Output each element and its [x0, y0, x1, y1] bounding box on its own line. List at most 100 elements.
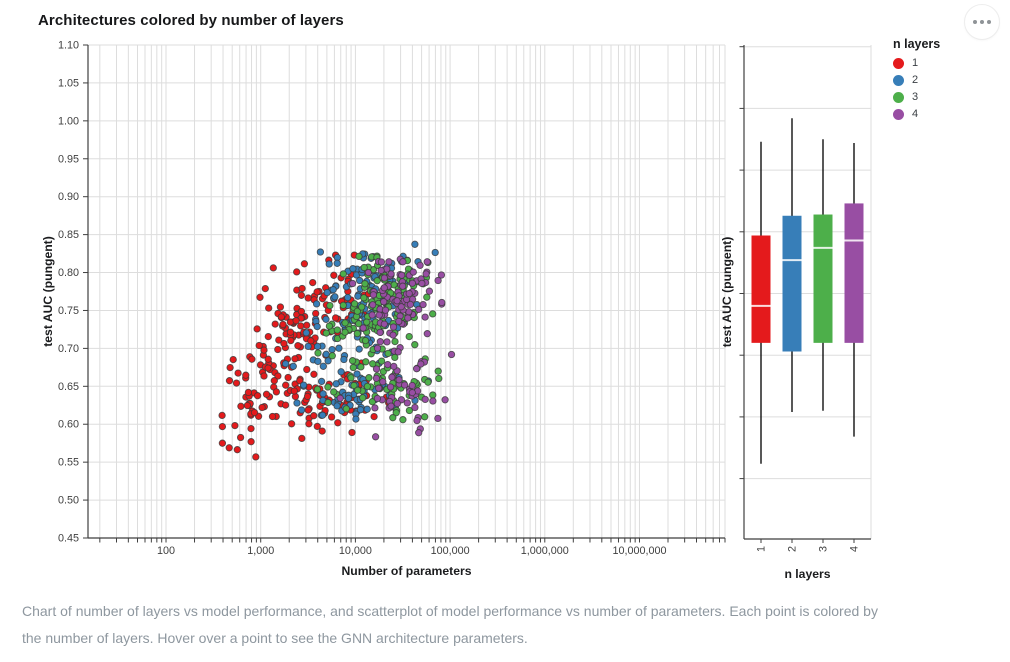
- scatter-point-layers-3[interactable]: [350, 300, 359, 308]
- scatter-point-layers-4[interactable]: [387, 402, 395, 410]
- scatter-point-layers-3[interactable]: [353, 307, 362, 315]
- scatter-point-layers-4[interactable]: [376, 328, 384, 337]
- scatter-point-layers-4[interactable]: [375, 311, 383, 319]
- scatter-point-layers-1[interactable]: [327, 413, 336, 421]
- scatter-point-layers-3[interactable]: [324, 398, 332, 407]
- scatter-point-layers-4[interactable]: [412, 365, 421, 373]
- scatter-point-layers-4[interactable]: [394, 348, 402, 356]
- scatter-point-layers-1[interactable]: [264, 364, 272, 372]
- scatter-point-layers-4[interactable]: [379, 378, 387, 386]
- scatter-point-layers-4[interactable]: [388, 373, 396, 381]
- scatter-point-layers-4[interactable]: [438, 298, 446, 307]
- scatter-point-layers-1[interactable]: [292, 317, 300, 325]
- scatter-point-layers-4[interactable]: [422, 270, 430, 278]
- scatter-point-layers-4[interactable]: [416, 261, 424, 269]
- scatter-point-layers-3[interactable]: [322, 329, 330, 337]
- scatter-point-layers-1[interactable]: [310, 412, 318, 420]
- scatter-point-layers-3[interactable]: [357, 363, 365, 371]
- scatter-point-layers-2[interactable]: [319, 390, 327, 398]
- scatter-point-layers-3[interactable]: [359, 394, 367, 402]
- scatter-point-layers-4[interactable]: [372, 374, 381, 382]
- scatter-point-layers-4[interactable]: [371, 433, 380, 441]
- scatter-point-layers-3[interactable]: [333, 326, 341, 334]
- scatter-point-layers-4[interactable]: [400, 381, 409, 389]
- scatter-point-layers-4[interactable]: [441, 396, 449, 404]
- scatter-point-layers-2[interactable]: [354, 292, 362, 300]
- scatter-point-layers-2[interactable]: [314, 357, 322, 366]
- scatter-point-layers-4[interactable]: [359, 324, 367, 332]
- scatter-point-layers-3[interactable]: [339, 270, 347, 278]
- scatter-point-layers-1[interactable]: [309, 278, 317, 287]
- scatter-point-layers-4[interactable]: [373, 394, 382, 403]
- scatter-point-layers-3[interactable]: [313, 385, 322, 393]
- scatter-point-layers-4[interactable]: [434, 276, 442, 285]
- scatter-point-layers-2[interactable]: [356, 406, 365, 414]
- scatter-point-layers-3[interactable]: [365, 374, 373, 382]
- scatter-point-layers-3[interactable]: [424, 378, 432, 386]
- scatter-point-layers-1[interactable]: [297, 291, 306, 299]
- scatter-point-layers-4[interactable]: [380, 298, 388, 306]
- scatter-point-layers-2[interactable]: [332, 380, 340, 388]
- scatter-point-layers-2[interactable]: [281, 360, 290, 368]
- scatter-point-layers-2[interactable]: [355, 345, 363, 353]
- scatter-point-layers-4[interactable]: [419, 300, 427, 309]
- scatter-point-layers-4[interactable]: [421, 395, 429, 404]
- scatter-point-layers-1[interactable]: [258, 403, 266, 412]
- scatter-point-layers-4[interactable]: [409, 268, 417, 276]
- scatter-point-layers-2[interactable]: [297, 406, 306, 414]
- scatter-point-layers-2[interactable]: [318, 411, 327, 419]
- scatter-point-layers-4[interactable]: [377, 258, 386, 266]
- scatter-point-layers-1[interactable]: [297, 307, 306, 316]
- scatter-point-layers-2[interactable]: [319, 362, 327, 370]
- scatter-point-layers-1[interactable]: [225, 377, 234, 385]
- scatter-point-layers-1[interactable]: [370, 412, 378, 421]
- scatter-point-layers-4[interactable]: [429, 397, 437, 405]
- scatter-point-layers-3[interactable]: [399, 416, 407, 424]
- scatter-point-layers-4[interactable]: [437, 271, 446, 279]
- scatter-point-layers-3[interactable]: [423, 293, 431, 301]
- scatter-point-layers-1[interactable]: [304, 406, 312, 414]
- scatter-point-layers-4[interactable]: [415, 429, 423, 437]
- scatter-point-layers-1[interactable]: [294, 342, 302, 350]
- scatter-point-layers-1[interactable]: [303, 321, 311, 329]
- scatter-point-layers-3[interactable]: [389, 414, 397, 422]
- scatter-point-layers-4[interactable]: [408, 388, 416, 397]
- scatter-point-layers-1[interactable]: [334, 419, 342, 427]
- scatter-point-layers-2[interactable]: [329, 286, 337, 294]
- scatter-point-layers-4[interactable]: [415, 305, 423, 314]
- scatter-point-layers-4[interactable]: [418, 279, 426, 288]
- scatter-point-layers-2[interactable]: [316, 248, 325, 256]
- scatter-point-layers-1[interactable]: [244, 388, 253, 397]
- scatter-point-layers-4[interactable]: [375, 384, 383, 392]
- scatter-point-layers-2[interactable]: [299, 381, 308, 389]
- scatter-point-layers-1[interactable]: [313, 288, 321, 296]
- scatter-point-layers-1[interactable]: [274, 372, 282, 380]
- boxplot-box-1[interactable]: [751, 235, 771, 343]
- scatter-point-layers-4[interactable]: [423, 330, 431, 338]
- scatter-point-layers-2[interactable]: [333, 259, 341, 267]
- scatter-point-layers-2[interactable]: [331, 293, 339, 301]
- scatter-point-layers-4[interactable]: [376, 338, 384, 346]
- scatter-point-layers-1[interactable]: [268, 412, 277, 421]
- scatter-point-layers-4[interactable]: [377, 266, 385, 275]
- scatter-point-layers-1[interactable]: [300, 260, 309, 268]
- scatter-point-layers-1[interactable]: [287, 420, 296, 428]
- scatter-point-layers-1[interactable]: [232, 379, 241, 387]
- scatter-point-layers-1[interactable]: [248, 355, 256, 363]
- scatter-point-layers-2[interactable]: [293, 399, 301, 407]
- scatter-point-layers-4[interactable]: [411, 403, 419, 412]
- scatter-point-layers-2[interactable]: [324, 357, 332, 365]
- scatter-point-layers-1[interactable]: [233, 446, 241, 454]
- scatter-point-layers-3[interactable]: [349, 363, 357, 372]
- scatter-point-layers-3[interactable]: [363, 382, 372, 391]
- scatter-point-layers-3[interactable]: [435, 374, 443, 383]
- scatter-point-layers-4[interactable]: [413, 416, 421, 425]
- scatter-point-layers-4[interactable]: [425, 287, 434, 295]
- scatter-point-layers-1[interactable]: [276, 303, 285, 311]
- scatter-point-layers-4[interactable]: [387, 270, 395, 278]
- scatter-point-layers-3[interactable]: [360, 294, 368, 302]
- scatter-point-layers-1[interactable]: [297, 322, 305, 330]
- scatter-point-layers-3[interactable]: [360, 263, 368, 272]
- scatter-point-layers-1[interactable]: [286, 328, 295, 336]
- scatter-point-layers-1[interactable]: [242, 371, 250, 379]
